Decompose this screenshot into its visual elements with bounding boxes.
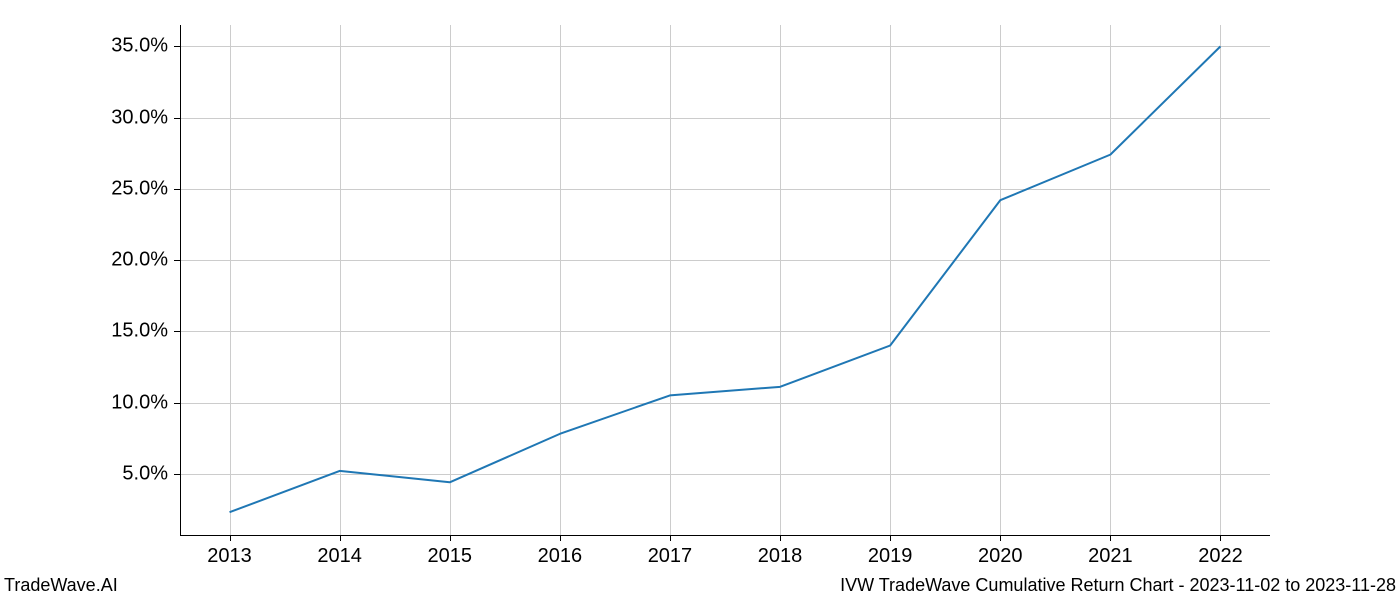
x-tick-label: 2022 bbox=[1198, 545, 1243, 568]
x-tick-label: 2013 bbox=[207, 545, 252, 568]
y-tick-label: 5.0% bbox=[122, 462, 168, 485]
y-tick-label: 15.0% bbox=[111, 320, 168, 343]
chart-container: 2013 2014 2015 2016 2017 2018 2019 2020 2021 2022… bbox=[0, 0, 1400, 600]
y-tick-label: 25.0% bbox=[111, 177, 168, 200]
y-tick-label: 30.0% bbox=[111, 106, 168, 129]
y-tick-label: 35.0% bbox=[111, 35, 168, 58]
x-tick-label: 2016 bbox=[538, 545, 583, 568]
x-tick-label: 2015 bbox=[427, 545, 472, 568]
plot-area: 2013201420152016201720182019202020212022… bbox=[180, 25, 1270, 535]
x-tick-label: 2019 bbox=[868, 545, 913, 568]
y-tick-label: 20.0% bbox=[111, 249, 168, 272]
footer-right-text: IVW TradeWave Cumulative Return Chart - … bbox=[840, 575, 1396, 596]
x-tick-label: 2017 bbox=[648, 545, 693, 568]
footer-left-text: TradeWave.AI bbox=[4, 575, 118, 596]
y-tick-label: 10.0% bbox=[111, 391, 168, 414]
x-tick-label: 2020 bbox=[978, 545, 1023, 568]
line-series bbox=[180, 25, 1270, 535]
x-axis-spine bbox=[180, 535, 1270, 536]
x-tick-label: 2014 bbox=[317, 545, 362, 568]
x-tick-label: 2018 bbox=[758, 545, 803, 568]
x-tick-label: 2021 bbox=[1088, 545, 1133, 568]
